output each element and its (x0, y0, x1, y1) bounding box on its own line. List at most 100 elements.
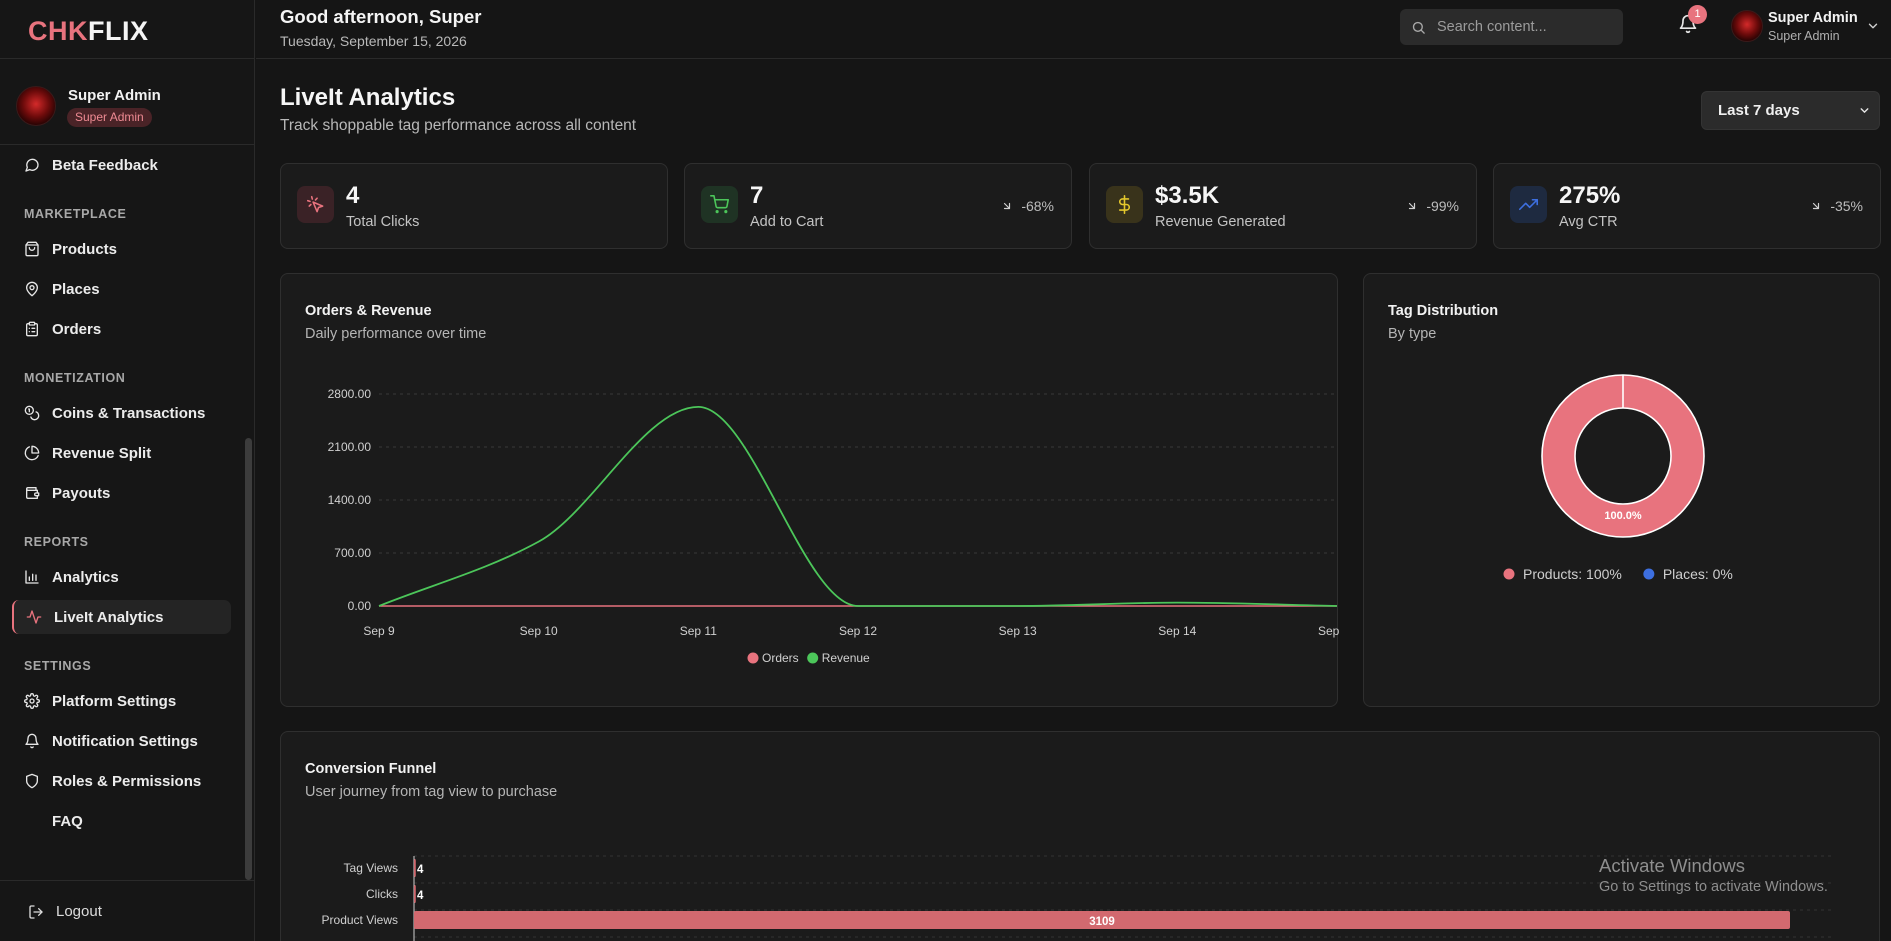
user-name[interactable]: Super Admin (1768, 10, 1858, 26)
activity-icon (26, 609, 42, 625)
sidebar-item-label: FAQ (52, 812, 83, 830)
x-tick-label: Sep 12 (839, 624, 877, 638)
tag-distribution-chart[interactable]: 100.0% Products: 100% Places: 0% (1364, 274, 1881, 708)
series-line-revenue (378, 405, 1338, 607)
funnel-bar (414, 911, 1790, 929)
stat-change-value: -35% (1830, 198, 1863, 214)
y-tick-label: 1400.00 (328, 493, 372, 507)
coins-icon (24, 405, 40, 421)
page-subtitle: Track shoppable tag performance across a… (280, 117, 637, 134)
date-range-value: Last 7 days (1718, 102, 1800, 119)
divider (0, 58, 255, 59)
stat-change: -99% (1406, 198, 1459, 214)
logout-label: Logout (56, 903, 102, 920)
shield-icon (24, 773, 40, 789)
y-tick-label: Clicks (366, 887, 398, 901)
sidebar-item-label: Places (52, 280, 100, 298)
user-role: Super Admin (1768, 29, 1840, 43)
search-icon (1412, 21, 1425, 34)
sidebar-item-analytics[interactable]: Analytics (12, 560, 231, 594)
x-tick-label: Sep 10 (520, 624, 558, 638)
brand-logo[interactable]: CHKFLIX (28, 16, 149, 47)
data-label: 4 (417, 864, 424, 876)
sidebar-item-places[interactable]: Places (12, 272, 231, 306)
search-input[interactable] (1437, 19, 1607, 35)
sidebar-item-label: Analytics (52, 568, 119, 586)
section-label-marketplace: MARKETPLACE (24, 207, 127, 221)
legend-label: Places: 0% (1663, 566, 1733, 582)
panel-subtitle: Daily performance over time (305, 326, 487, 342)
stat-change-value: -68% (1021, 198, 1054, 214)
panel-subtitle: By type (1388, 326, 1437, 342)
legend-swatch (1643, 568, 1655, 580)
shopping-cart-icon (701, 186, 738, 223)
profile-name: Super Admin (68, 87, 161, 104)
stat-change-value: -99% (1426, 198, 1459, 214)
sidebar-scrollbar[interactable] (245, 438, 252, 880)
notification-badge: 1 (1688, 5, 1707, 24)
greeting: Good afternoon, Super (280, 6, 482, 27)
sidebar-item-label: Payouts (52, 484, 111, 502)
date-range-select[interactable]: Last 7 days (1701, 91, 1880, 130)
arrow-down-right-icon (1004, 202, 1011, 210)
x-tick-label: Sep 9 (363, 624, 395, 638)
cursor-click-icon (297, 186, 334, 223)
legend-label: Revenue (822, 651, 870, 665)
sidebar-item-coins-transactions[interactable]: Coins & Transactions (12, 396, 231, 430)
bar-chart-icon (24, 569, 40, 585)
dollar-sign-icon (1106, 186, 1143, 223)
section-label-reports: REPORTS (24, 535, 89, 549)
stat-change: -35% (1810, 198, 1863, 214)
sidebar-item-roles-permissions[interactable]: Roles & Permissions (12, 764, 231, 798)
sidebar-item-label: Revenue Split (52, 444, 152, 462)
sidebar-item-notification-settings[interactable]: Notification Settings (12, 724, 231, 758)
stat-card-revenue: $3.5K Revenue Generated -99% (1089, 163, 1477, 249)
logout-icon (29, 904, 43, 919)
legend-swatch (747, 652, 759, 664)
legend-label: Orders (762, 651, 799, 665)
search-box[interactable] (1400, 9, 1623, 45)
stat-label: Avg CTR (1559, 214, 1618, 230)
sidebar-profile[interactable]: Super Admin Super Admin (16, 84, 246, 132)
sidebar-item-beta-feedback[interactable]: Beta Feedback (12, 148, 231, 182)
sidebar-item-label: LiveIt Analytics (54, 608, 164, 626)
sidebar-item-label: Orders (52, 320, 102, 338)
conversion-funnel-chart[interactable]: Tag Views 4 Clicks 4 Product Views 3109 (281, 732, 1881, 941)
user-avatar[interactable] (1731, 10, 1763, 42)
stat-value: 7 (750, 182, 764, 209)
topbar: Good afternoon, Super Tuesday, September… (256, 0, 1891, 59)
y-tick-label: Product Views (322, 913, 398, 927)
sidebar-item-label: Platform Settings (52, 692, 177, 710)
y-tick-label: 2800.00 (328, 387, 372, 401)
x-tick-label: Sep 14 (1158, 624, 1196, 638)
sidebar-item-liveit-analytics[interactable]: LiveIt Analytics (12, 600, 231, 634)
logout-button[interactable]: Logout (28, 903, 102, 920)
divider (0, 880, 255, 881)
y-tick-label: 700.00 (334, 546, 371, 560)
legend-swatch (1503, 568, 1515, 580)
chevron-down-icon[interactable] (1866, 19, 1880, 33)
logo-part-2: FLIX (88, 16, 149, 46)
funnel-bar (414, 885, 416, 903)
divider (0, 144, 255, 145)
sidebar-item-faq[interactable]: FAQ (12, 804, 231, 838)
map-pin-icon (24, 281, 40, 297)
sidebar-item-label: Notification Settings (52, 732, 198, 750)
slice-label: 100.0% (1604, 510, 1642, 522)
sidebar-item-orders[interactable]: Orders (12, 312, 231, 346)
sidebar-item-payouts[interactable]: Payouts (12, 476, 231, 510)
stat-card-total-clicks: 4 Total Clicks (280, 163, 668, 249)
stat-label: Total Clicks (346, 214, 420, 230)
conversion-funnel-panel: Conversion Funnel User journey from tag … (280, 731, 1880, 941)
orders-revenue-chart[interactable]: 0.00 700.00 1400.00 2100.00 2800.00 Sep 9 Sep … (281, 274, 1339, 708)
sidebar-item-revenue-split[interactable]: Revenue Split (12, 436, 231, 470)
arrow-down-right-icon (1813, 202, 1820, 210)
stat-value: 275% (1559, 182, 1621, 209)
stat-value: $3.5K (1155, 182, 1220, 209)
section-label-monetization: MONETIZATION (24, 371, 126, 385)
orders-revenue-panel: Orders & Revenue Daily performance over … (280, 273, 1339, 708)
sidebar-item-platform-settings[interactable]: Platform Settings (12, 684, 231, 718)
clipboard-list-icon (24, 321, 40, 337)
donut-slice-products (1542, 375, 1704, 537)
sidebar-item-products[interactable]: Products (12, 232, 231, 266)
